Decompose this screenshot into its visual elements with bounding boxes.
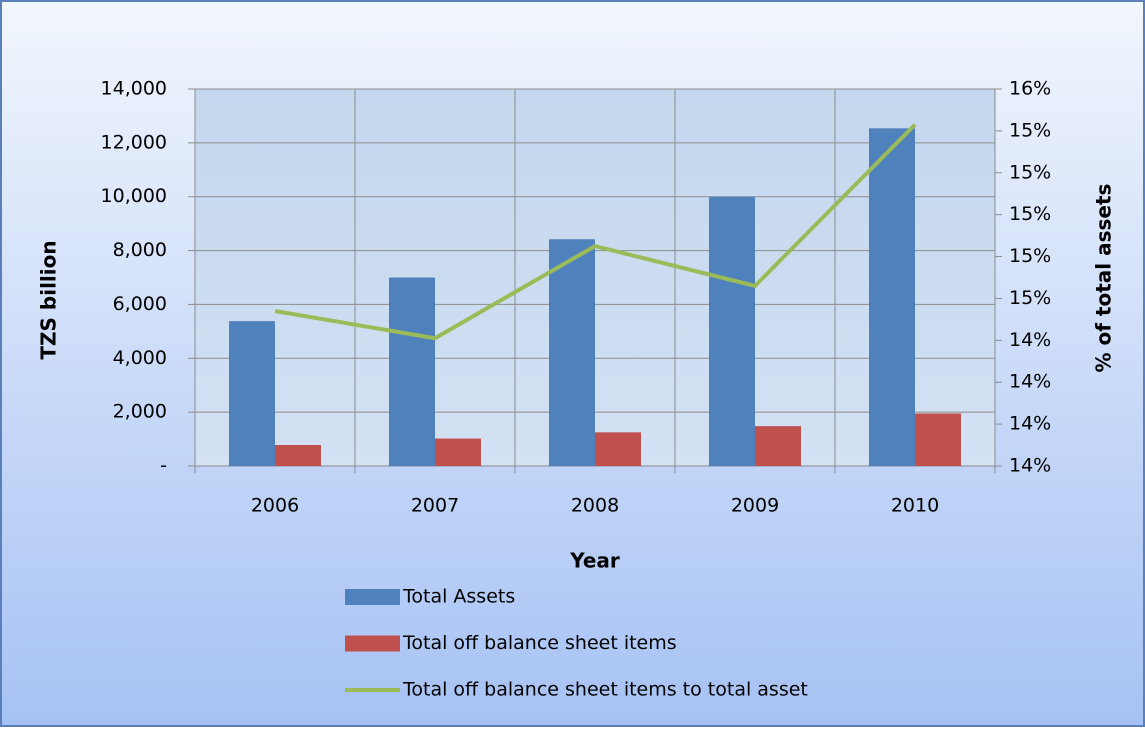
x-tick-label: 2010 bbox=[891, 495, 939, 517]
x-tick-label: 2007 bbox=[411, 495, 459, 517]
y2-tick-label: 15% bbox=[1009, 161, 1051, 183]
y2-tick-label: 14% bbox=[1009, 413, 1051, 435]
y-tick-label: - bbox=[160, 455, 167, 477]
bar bbox=[389, 277, 435, 466]
y-tick-label: 8,000 bbox=[113, 239, 167, 261]
y2-tick-label: 16% bbox=[1009, 78, 1051, 100]
y2-tick-label: 15% bbox=[1009, 119, 1051, 141]
bar bbox=[595, 432, 641, 466]
bar bbox=[229, 321, 275, 466]
bar bbox=[709, 196, 755, 466]
y-tick-label: 6,000 bbox=[113, 293, 167, 315]
y2-tick-label: 14% bbox=[1009, 329, 1051, 351]
y2-tick-label: 15% bbox=[1009, 245, 1051, 267]
y2-tick-label: 14% bbox=[1009, 455, 1051, 477]
y-tick-label: 2,000 bbox=[113, 401, 167, 423]
bar bbox=[549, 239, 595, 466]
legend-label: Total off balance sheet items to total a… bbox=[402, 679, 808, 701]
y2-tick-label: 14% bbox=[1009, 371, 1051, 393]
y-tick-label: 10,000 bbox=[101, 185, 167, 207]
y2-tick-label: 15% bbox=[1009, 203, 1051, 225]
x-tick-label: 2009 bbox=[731, 495, 779, 517]
bar bbox=[915, 413, 961, 466]
x-axis-label: Year bbox=[569, 549, 620, 573]
y-axis-label: TZS billion bbox=[37, 240, 61, 359]
bar bbox=[869, 128, 915, 466]
bar bbox=[755, 426, 801, 466]
y-tick-label: 14,000 bbox=[101, 78, 167, 100]
y2-axis-label: % of total assets bbox=[1092, 184, 1116, 373]
bar bbox=[275, 444, 321, 466]
bar bbox=[435, 438, 481, 466]
legend-swatch bbox=[345, 635, 400, 652]
legend-label: Total off balance sheet items bbox=[402, 632, 677, 654]
legend-swatch bbox=[345, 589, 400, 605]
y-tick-label: 12,000 bbox=[101, 131, 167, 153]
x-tick-label: 2008 bbox=[571, 495, 619, 517]
line bbox=[274, 123, 917, 341]
x-tick-label: 2006 bbox=[251, 495, 299, 517]
legend-label: Total Assets bbox=[402, 586, 515, 608]
y2-tick-label: 15% bbox=[1009, 287, 1051, 309]
y-tick-label: 4,000 bbox=[113, 347, 167, 369]
